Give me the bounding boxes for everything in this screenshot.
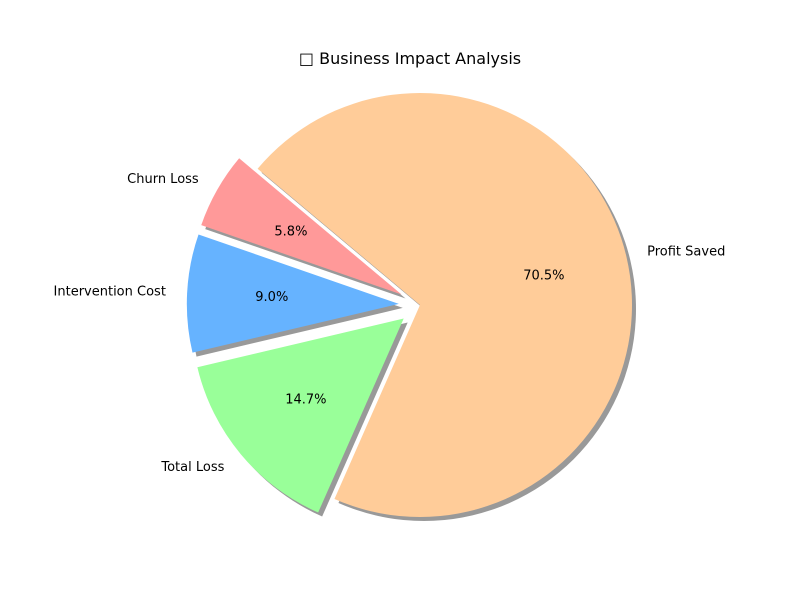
slice-label-total-loss: Total Loss [160, 460, 224, 475]
slice-label-profit-saved: Profit Saved [647, 245, 725, 260]
pie-slice-intervention-cost [186, 234, 399, 353]
pie-slice-total-loss [197, 318, 404, 513]
slice-labels: Churn Loss 5.8% Intervention Cost 9.0% Total… [54, 172, 726, 475]
slice-percent-churn-loss: 5.8% [274, 224, 307, 239]
chart-title: □ Business Impact Analysis [299, 49, 521, 68]
slice-percent-profit-saved: 70.5% [523, 269, 564, 284]
slice-percent-intervention-cost: 9.0% [255, 290, 288, 305]
pie-slices [186, 92, 633, 517]
pie-slice-churn-loss [201, 158, 402, 295]
slice-percent-total-loss: 14.7% [285, 392, 326, 407]
slice-label-intervention-cost: Intervention Cost [54, 285, 166, 300]
slice-label-churn-loss: Churn Loss [127, 172, 199, 187]
pie-slice-profit-saved [257, 92, 633, 517]
